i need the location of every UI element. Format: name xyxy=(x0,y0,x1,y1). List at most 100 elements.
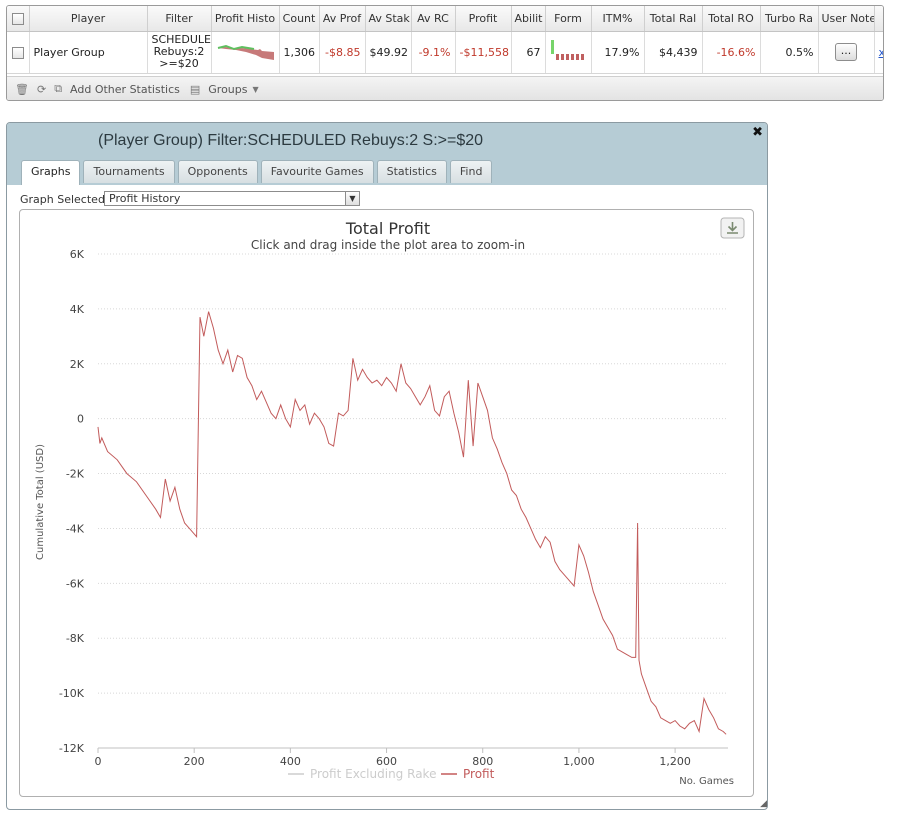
total-rake-cell: $4,439 xyxy=(644,31,703,74)
x-tick-label: 0 xyxy=(95,755,102,768)
stats-table: Player Filter Profit Histo Count Av Prof… xyxy=(7,6,884,74)
groups-icon: ▤ xyxy=(189,82,201,96)
dialog-tabs: Graphs Tournaments Opponents Favourite G… xyxy=(21,160,495,185)
legend-label: Profit xyxy=(463,767,495,781)
x-tick-label: 1,200 xyxy=(659,755,691,768)
legend-item-profit[interactable]: Profit xyxy=(441,767,495,781)
resize-handle-icon[interactable]: ◢ xyxy=(760,799,767,809)
y-axis-label: Cumulative Total (USD) xyxy=(35,444,46,560)
chart-container[interactable]: 6K 4K 2K 0 -2K -4K -6K -8K -10K -12K 0 200 400 600 80… xyxy=(19,209,754,797)
row-link-cell: x xyxy=(874,31,884,74)
x-axis-label: No. Games xyxy=(679,776,734,787)
download-icon xyxy=(727,222,738,234)
column-header[interactable]: Total Ral xyxy=(644,6,703,32)
y-tick-label: -4K xyxy=(66,522,85,535)
column-header[interactable]: ITM% xyxy=(591,6,645,32)
row-checkbox[interactable] xyxy=(7,31,30,74)
count-cell: 1,306 xyxy=(279,31,320,74)
form-bars-icon xyxy=(550,39,584,60)
itm-cell: 17.9% xyxy=(591,31,645,74)
tab-graphs[interactable]: Graphs xyxy=(21,160,81,185)
filter-cell: SCHEDULE Rebuys:2 >=$20 xyxy=(147,31,212,74)
table-header-row: Player Filter Profit Histo Count Av Prof… xyxy=(7,6,883,32)
x-tick-label: 800 xyxy=(472,755,493,768)
refresh-icon[interactable]: ⟳ xyxy=(36,82,47,96)
graph-dialog: (Player Group) Filter:SCHEDULED Rebuys:2… xyxy=(6,122,768,810)
player-cell: Player Group xyxy=(29,31,148,74)
y-tick-label: -6K xyxy=(66,577,85,590)
y-tick-label: 6K xyxy=(70,248,85,261)
groups-dropdown[interactable]: Groups xyxy=(208,82,248,96)
user-notes-cell: ... xyxy=(818,31,875,74)
x-tick-label: 600 xyxy=(376,755,397,768)
x-tick-label: 1,000 xyxy=(563,755,595,768)
chevron-down-icon[interactable]: ▼ xyxy=(345,191,360,206)
chart-title: Total Profit xyxy=(345,219,430,238)
trash-icon[interactable]: 🗑 xyxy=(15,82,29,96)
tab-statistics[interactable]: Statistics xyxy=(376,160,447,183)
y-tick-label: -2K xyxy=(66,468,85,481)
stats-panel: Player Filter Profit Histo Count Av Prof… xyxy=(6,5,884,101)
y-tick-label: 0 xyxy=(77,413,84,426)
tab-find[interactable]: Find xyxy=(449,160,493,183)
select-all-checkbox[interactable] xyxy=(7,6,30,32)
legend-item-profit-excluding-rake[interactable]: Profit Excluding Rake xyxy=(288,767,436,781)
x-tick-label: 400 xyxy=(280,755,301,768)
profit-history-sparkline xyxy=(211,31,280,74)
y-tick-label: -12K xyxy=(59,742,85,755)
grid-layer xyxy=(98,253,728,749)
x-tick-label: 200 xyxy=(184,755,205,768)
row-link[interactable]: x xyxy=(879,46,884,59)
column-header[interactable]: Av RC xyxy=(411,6,456,32)
avg-roi-cell: -9.1% xyxy=(411,31,456,74)
form-cell xyxy=(545,31,592,74)
ability-cell: 67 xyxy=(511,31,546,74)
tab-opponents[interactable]: Opponents xyxy=(177,160,258,183)
column-header[interactable]: Abilit xyxy=(511,6,546,32)
column-header[interactable]: Profit Histo xyxy=(211,6,280,32)
close-icon[interactable]: ✖ xyxy=(752,125,763,140)
column-header xyxy=(874,6,883,32)
x-axis: 0 200 400 600 800 1,000 1,200 xyxy=(95,747,728,768)
filter-line: SCHEDULE xyxy=(151,33,211,46)
user-notes-button[interactable]: ... xyxy=(835,43,857,61)
column-header[interactable]: Turbo Ra xyxy=(760,6,819,32)
column-header[interactable]: User Note xyxy=(818,6,875,32)
column-header[interactable]: Count xyxy=(279,6,320,32)
y-tick-label: -8K xyxy=(66,632,85,645)
y-axis: 6K 4K 2K 0 -2K -4K -6K -8K -10K -12K xyxy=(59,248,85,755)
graph-selected-label: Graph Selected: xyxy=(20,193,109,206)
tab-tournaments[interactable]: Tournaments xyxy=(83,160,175,183)
series-line-profit xyxy=(97,311,727,735)
stats-footer: 🗑 ⟳ ⧉ Add Other Statistics ▤ Groups ▼ xyxy=(7,76,883,100)
graph-select-dropdown[interactable]: Profit History ▼ xyxy=(104,191,360,206)
download-button[interactable] xyxy=(720,217,745,239)
chart-subtitle: Click and drag inside the plot area to z… xyxy=(251,238,525,252)
column-header[interactable]: Total RO xyxy=(702,6,761,32)
graph-select-row: Graph Selected: Profit History ▼ xyxy=(20,191,360,206)
filter-line: >=$20 xyxy=(159,57,199,70)
sparkline-icon xyxy=(217,44,274,60)
dialog-title: (Player Group) Filter:SCHEDULED Rebuys:2… xyxy=(98,132,484,149)
column-header[interactable]: Profit xyxy=(455,6,512,32)
column-header[interactable]: Player xyxy=(29,6,148,32)
graph-select-value: Profit History xyxy=(109,192,181,205)
y-tick-label: 2K xyxy=(70,358,85,371)
filter-line: Rebuys:2 xyxy=(153,45,205,58)
column-header[interactable]: Av Stak xyxy=(365,6,412,32)
column-header[interactable]: Form xyxy=(545,6,592,32)
legend: Profit Excluding Rake Profit xyxy=(288,767,495,781)
profit-cell: -$11,558 xyxy=(455,31,512,74)
table-row[interactable]: Player Group SCHEDULE Rebuys:2 >=$20 1,3… xyxy=(7,31,884,74)
add-stats-icon: ⧉ xyxy=(54,82,63,95)
legend-label: Profit Excluding Rake xyxy=(310,767,436,781)
chevron-down-icon[interactable]: ▼ xyxy=(252,84,259,94)
column-header[interactable]: Filter xyxy=(147,6,212,32)
dialog-header: (Player Group) Filter:SCHEDULED Rebuys:2… xyxy=(7,123,767,185)
add-other-statistics-link[interactable]: Add Other Statistics xyxy=(70,82,180,96)
profit-chart[interactable]: 6K 4K 2K 0 -2K -4K -6K -8K -10K -12K 0 200 400 600 80… xyxy=(20,210,754,797)
column-header[interactable]: Av Prof xyxy=(319,6,366,32)
avg-stake-cell: $49.92 xyxy=(365,31,412,74)
y-tick-label: 4K xyxy=(70,303,85,316)
tab-favourite-games[interactable]: Favourite Games xyxy=(260,160,374,183)
